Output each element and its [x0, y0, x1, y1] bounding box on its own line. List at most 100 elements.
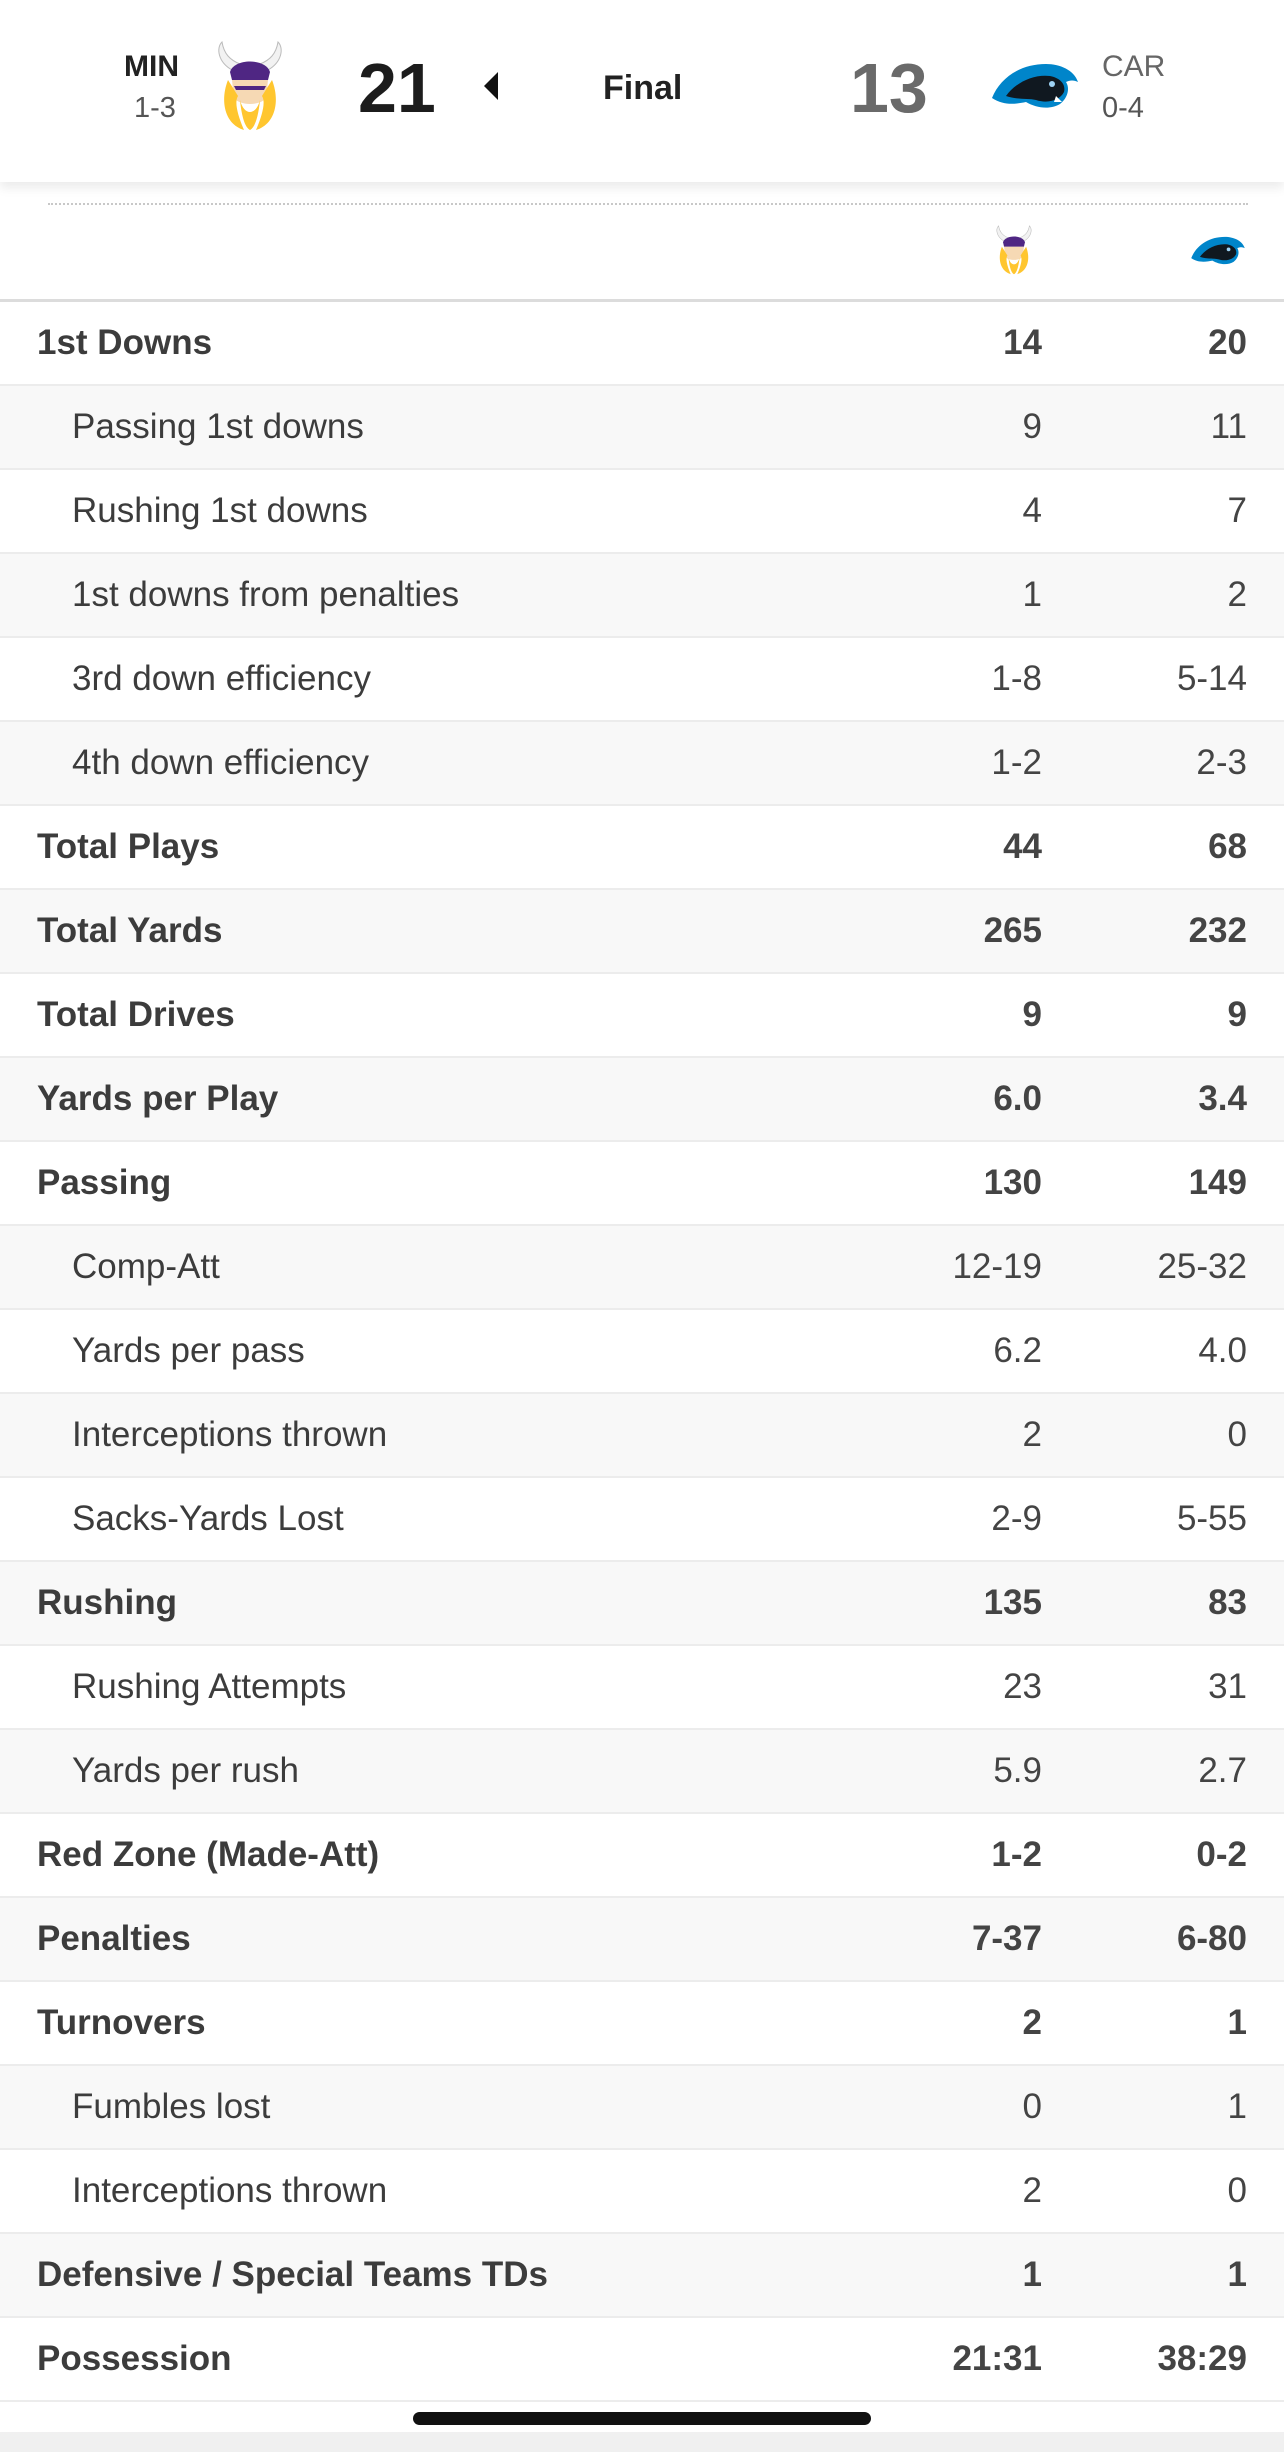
- table-row: Passing 130 149: [0, 1142, 1284, 1226]
- table-row: Comp-Att 12-19 25-32: [0, 1226, 1284, 1310]
- min-value: 1: [1022, 575, 1042, 614]
- home-indicator[interactable]: [413, 2412, 871, 2425]
- car-value: 2: [1227, 575, 1247, 614]
- min-value: 1: [1022, 2255, 1042, 2294]
- stat-label: Interceptions thrown: [72, 2171, 388, 2210]
- table-row: Possession 21:31 38:29: [0, 2318, 1284, 2402]
- stat-label: Total Plays: [37, 827, 220, 866]
- stat-label: Red Zone (Made-Att): [37, 1835, 380, 1874]
- home-team-record: 0-4: [1102, 92, 1144, 124]
- car-value: 3.4: [1198, 1079, 1247, 1118]
- car-value: 1: [1227, 2087, 1247, 2126]
- stat-label: Turnovers: [37, 2003, 206, 2042]
- min-value: 21:31: [952, 2339, 1042, 2378]
- panthers-logo-icon: [1191, 236, 1245, 265]
- min-value: 6.2: [993, 1331, 1042, 1370]
- table-row: Rushing 135 83: [0, 1562, 1284, 1646]
- car-value: 31: [1208, 1667, 1247, 1706]
- min-value: 0: [1022, 2087, 1042, 2126]
- car-value: 2-3: [1196, 743, 1247, 782]
- car-value: 149: [1188, 1163, 1247, 1202]
- stat-label: Rushing Attempts: [72, 1667, 347, 1706]
- car-value: 0-2: [1196, 1835, 1247, 1874]
- table-row: Interceptions thrown 2 0: [0, 2150, 1284, 2234]
- car-value: 20: [1208, 323, 1247, 362]
- table-row: Total Yards 265 232: [0, 890, 1284, 974]
- stats-column-header: [0, 205, 1284, 302]
- min-value: 130: [983, 1163, 1042, 1202]
- table-row: 4th down efficiency 1-2 2-3: [0, 722, 1284, 806]
- min-value: 9: [1022, 995, 1042, 1034]
- min-value: 14: [1003, 323, 1042, 362]
- min-value: 2: [1022, 2171, 1042, 2210]
- min-value: 23: [1003, 1667, 1042, 1706]
- stat-label: Total Yards: [37, 911, 223, 950]
- stat-label: Sacks-Yards Lost: [72, 1499, 344, 1538]
- home-score: 13: [850, 49, 928, 127]
- game-header: MIN 1-3 21 Final 13 CAR 0-4: [0, 0, 1284, 182]
- stat-label: Comp-Att: [72, 1247, 220, 1286]
- table-row: Red Zone (Made-Att) 1-2 0-2: [0, 1814, 1284, 1898]
- stat-label: Penalties: [37, 1919, 191, 1958]
- min-value: 5.9: [993, 1751, 1042, 1790]
- min-value: 12-19: [952, 1247, 1042, 1286]
- caret-left-icon: [484, 72, 498, 100]
- car-value: 232: [1188, 911, 1247, 950]
- car-value: 7: [1227, 491, 1247, 530]
- table-row: Turnovers 2 1: [0, 1982, 1284, 2066]
- table-row: Defensive / Special Teams TDs 1 1: [0, 2234, 1284, 2318]
- stat-label: 4th down efficiency: [72, 743, 370, 782]
- min-value: 9: [1022, 407, 1042, 446]
- stat-label: Passing: [37, 1163, 172, 1202]
- table-row: 1st Downs 14 20: [0, 302, 1284, 386]
- car-value: 11: [1210, 407, 1247, 446]
- table-row: Rushing 1st downs 4 7: [0, 470, 1284, 554]
- car-value: 0: [1227, 2171, 1247, 2210]
- home-team-abbr[interactable]: CAR: [1102, 50, 1166, 83]
- car-value: 6-80: [1176, 1919, 1247, 1958]
- stat-label: Rushing 1st downs: [72, 491, 368, 530]
- min-value: 265: [983, 911, 1042, 950]
- divider: [48, 203, 1248, 205]
- table-row: Penalties 7-37 6-80: [0, 1898, 1284, 1982]
- min-value: 6.0: [993, 1079, 1042, 1118]
- table-row: Rushing Attempts 23 31: [0, 1646, 1284, 1730]
- vikings-logo-icon: [996, 225, 1032, 275]
- table-row: Yards per rush 5.9 2.7: [0, 1730, 1284, 1814]
- away-score: 21: [358, 49, 436, 127]
- stat-label: Passing 1st downs: [72, 407, 364, 446]
- away-team-abbr[interactable]: MIN: [124, 50, 179, 83]
- car-value: 25-32: [1157, 1247, 1247, 1286]
- table-row: Sacks-Yards Lost 2-9 5-55: [0, 1478, 1284, 1562]
- car-value: 1: [1227, 2003, 1247, 2042]
- table-row: Total Drives 9 9: [0, 974, 1284, 1058]
- min-value: 44: [1003, 827, 1042, 866]
- stat-label: Rushing: [37, 1583, 177, 1622]
- car-value: 9: [1227, 995, 1247, 1034]
- min-value: 1-2: [991, 1835, 1042, 1874]
- stat-label: Yards per rush: [72, 1751, 299, 1790]
- panthers-logo-icon[interactable]: [990, 58, 1080, 112]
- car-value: 4.0: [1198, 1331, 1247, 1370]
- table-row: Passing 1st downs 9 11: [0, 386, 1284, 470]
- min-value: 1-2: [991, 743, 1042, 782]
- table-row: 1st downs from penalties 1 2: [0, 554, 1284, 638]
- stat-label: 1st downs from penalties: [72, 575, 460, 614]
- away-team-record: 1-3: [134, 92, 176, 124]
- stat-label: Total Drives: [37, 995, 235, 1034]
- table-row: Yards per pass 6.2 4.0: [0, 1310, 1284, 1394]
- min-value: 2: [1022, 1415, 1042, 1454]
- stat-label: Possession: [37, 2339, 232, 2378]
- stat-label: 3rd down efficiency: [72, 659, 371, 698]
- car-value: 68: [1208, 827, 1247, 866]
- table-row: Interceptions thrown 2 0: [0, 1394, 1284, 1478]
- table-row: Fumbles lost 0 1: [0, 2066, 1284, 2150]
- table-row: Total Plays 44 68: [0, 806, 1284, 890]
- vikings-logo-icon[interactable]: [210, 40, 290, 132]
- table-row: Yards per Play 6.0 3.4: [0, 1058, 1284, 1142]
- stat-label: Interceptions thrown: [72, 1415, 388, 1454]
- car-value: 38:29: [1157, 2339, 1247, 2378]
- min-value: 1-8: [991, 659, 1042, 698]
- car-value: 83: [1208, 1583, 1247, 1622]
- car-value: 0: [1227, 1415, 1247, 1454]
